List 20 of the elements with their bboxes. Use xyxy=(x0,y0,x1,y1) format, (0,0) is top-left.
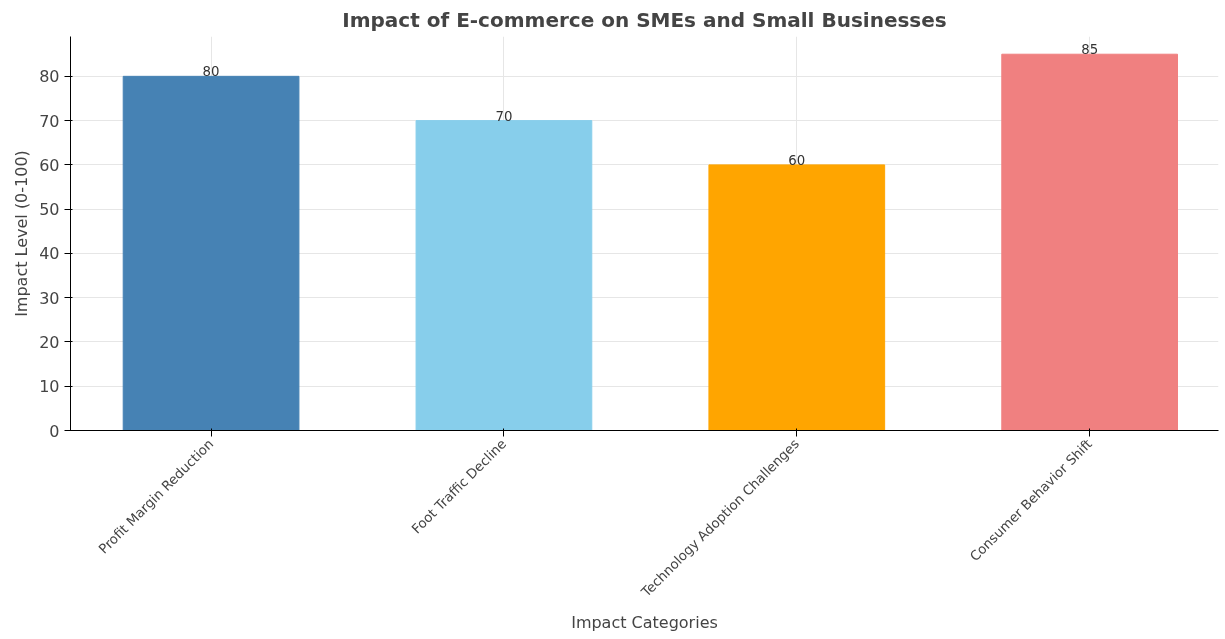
y-tick-label: 80 xyxy=(39,67,60,87)
bar xyxy=(415,120,593,431)
chart-title: Impact of E-commerce on SMEs and Small Businesses xyxy=(342,7,947,32)
data-label: 60 xyxy=(788,152,806,168)
y-tick-label: 50 xyxy=(39,200,60,220)
y-tick-label: 40 xyxy=(39,244,60,264)
y-tick-label: 0 xyxy=(49,421,60,441)
data-label: 70 xyxy=(495,108,513,124)
y-tick-label: 10 xyxy=(39,377,60,397)
y-tick-label: 30 xyxy=(39,288,60,308)
y-tick-label: 70 xyxy=(39,111,60,131)
bar xyxy=(122,75,300,431)
y-tick-label: 60 xyxy=(39,155,60,175)
bar xyxy=(1001,53,1178,431)
y-tick-label: 20 xyxy=(39,332,60,352)
data-label: 80 xyxy=(202,64,220,80)
y-axis-title: Impact Level (0-100) xyxy=(12,150,32,317)
bar xyxy=(708,164,886,431)
x-axis-title: Impact Categories xyxy=(571,612,718,632)
data-label: 85 xyxy=(1081,42,1099,58)
